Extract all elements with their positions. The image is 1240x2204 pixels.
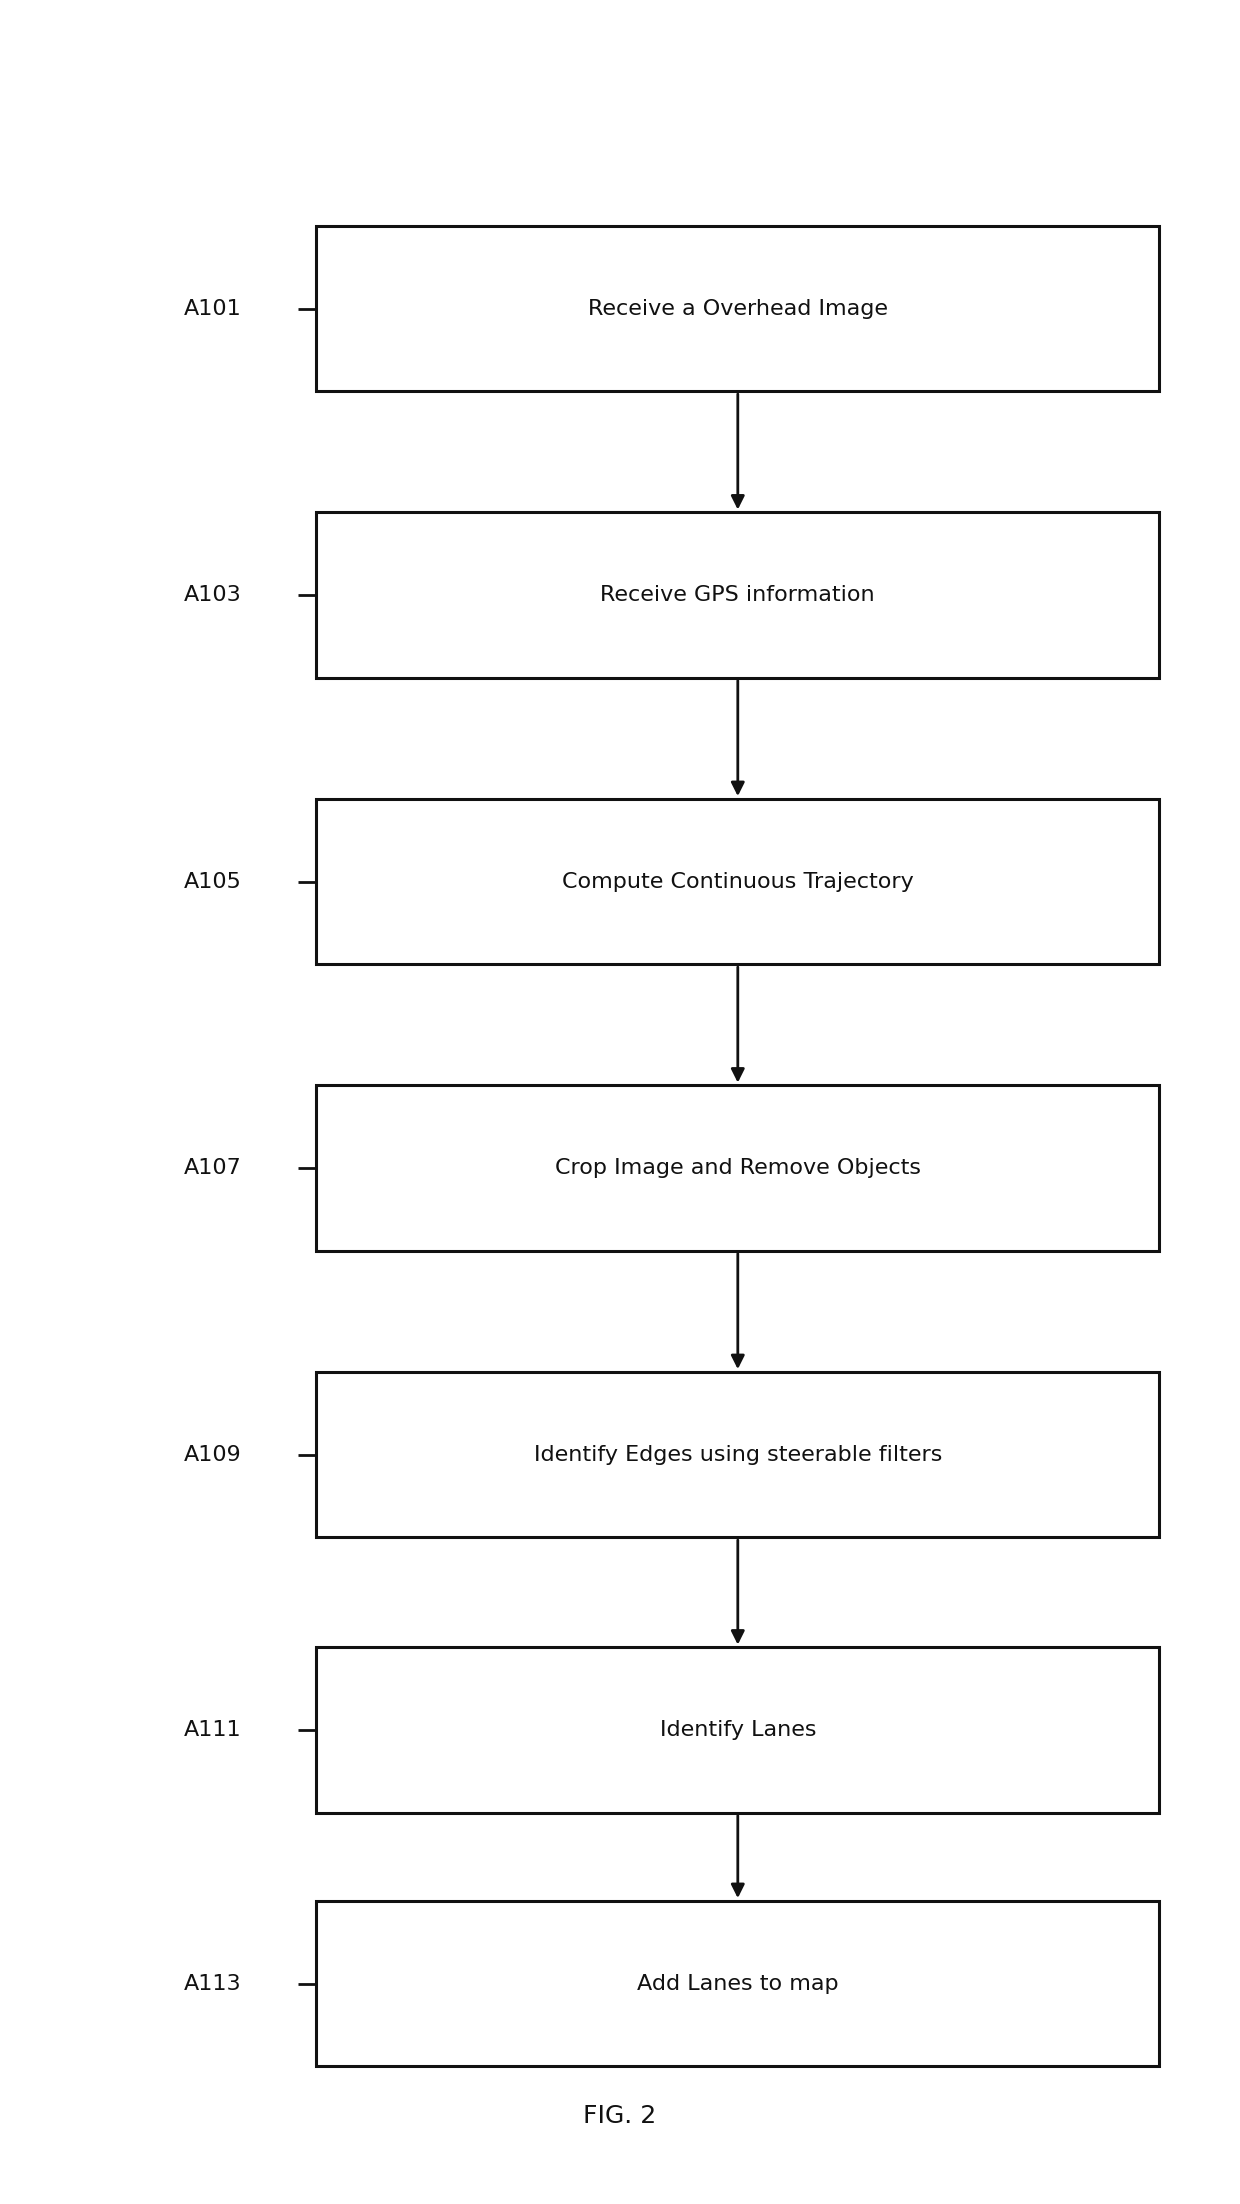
Text: A111: A111 (185, 1719, 242, 1741)
Text: Compute Continuous Trajectory: Compute Continuous Trajectory (562, 871, 914, 893)
Text: A105: A105 (184, 871, 242, 893)
Text: A109: A109 (184, 1444, 242, 1466)
Text: Identify Edges using steerable filters: Identify Edges using steerable filters (533, 1444, 942, 1466)
Text: A113: A113 (185, 1973, 242, 1995)
Bar (316, 227, 1159, 392)
Bar (316, 514, 1159, 679)
Text: FIG. 2: FIG. 2 (583, 2105, 657, 2127)
Text: Add Lanes to map: Add Lanes to map (637, 1973, 838, 1995)
Bar (316, 1649, 1159, 1812)
Text: A101: A101 (184, 298, 242, 320)
Text: Identify Lanes: Identify Lanes (660, 1719, 816, 1741)
Text: Crop Image and Remove Objects: Crop Image and Remove Objects (554, 1157, 921, 1179)
Bar (316, 800, 1159, 965)
Bar (316, 1371, 1159, 1538)
Text: A107: A107 (184, 1157, 242, 1179)
Text: A103: A103 (184, 584, 242, 606)
Text: Receive a Overhead Image: Receive a Overhead Image (588, 298, 888, 320)
Bar (316, 1900, 1159, 2067)
Text: Receive GPS information: Receive GPS information (600, 584, 875, 606)
Bar (316, 1087, 1159, 1252)
